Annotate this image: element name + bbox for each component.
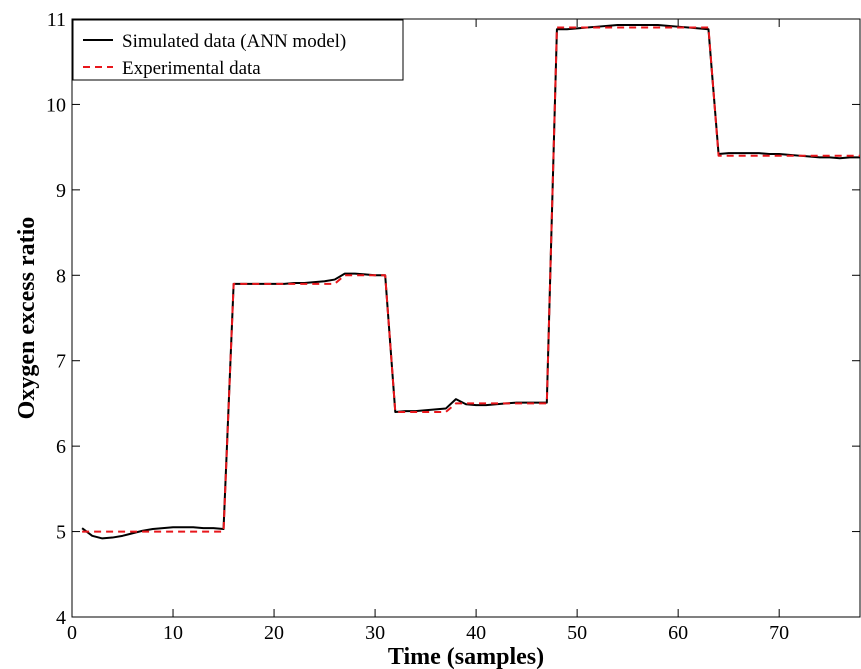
y-tick-label: 6	[56, 436, 66, 458]
axis-tick-labels: 0 10 20 30 40 50 60 70 4 5 6 7 8 9 10 11	[46, 9, 789, 644]
y-tick-label: 11	[47, 9, 66, 31]
legend-label-experimental: Experimental data	[122, 58, 261, 79]
y-tick-label: 5	[56, 522, 66, 544]
x-tick-label: 50	[567, 622, 587, 644]
series-line-simulated	[81, 23, 860, 540]
legend: Simulated data (ANN model) Experimental …	[72, 19, 404, 81]
x-axis-label: Time (samples)	[388, 644, 544, 669]
x-tick-label: 30	[365, 622, 385, 644]
x-tick-label: 10	[163, 622, 183, 644]
series-layer	[81, 23, 860, 540]
x-tick-label: 60	[668, 622, 688, 644]
y-tick-label: 4	[56, 607, 66, 629]
y-tick-label: 8	[56, 265, 66, 287]
series-line-experimental	[82, 26, 860, 533]
y-tick-label: 7	[56, 351, 66, 373]
legend-box	[72, 19, 404, 81]
x-tick-label: 20	[264, 622, 284, 644]
legend-label-simulated: Simulated data (ANN model)	[122, 31, 346, 52]
plot-frame	[71, 18, 861, 618]
y-axis-label: Oxygen excess ratio	[14, 217, 40, 420]
x-tick-label: 70	[769, 622, 789, 644]
y-tick-label: 9	[56, 180, 66, 202]
y-tick-label: 10	[46, 94, 66, 116]
x-tick-label: 40	[466, 622, 486, 644]
x-tick-label: 0	[67, 622, 77, 644]
